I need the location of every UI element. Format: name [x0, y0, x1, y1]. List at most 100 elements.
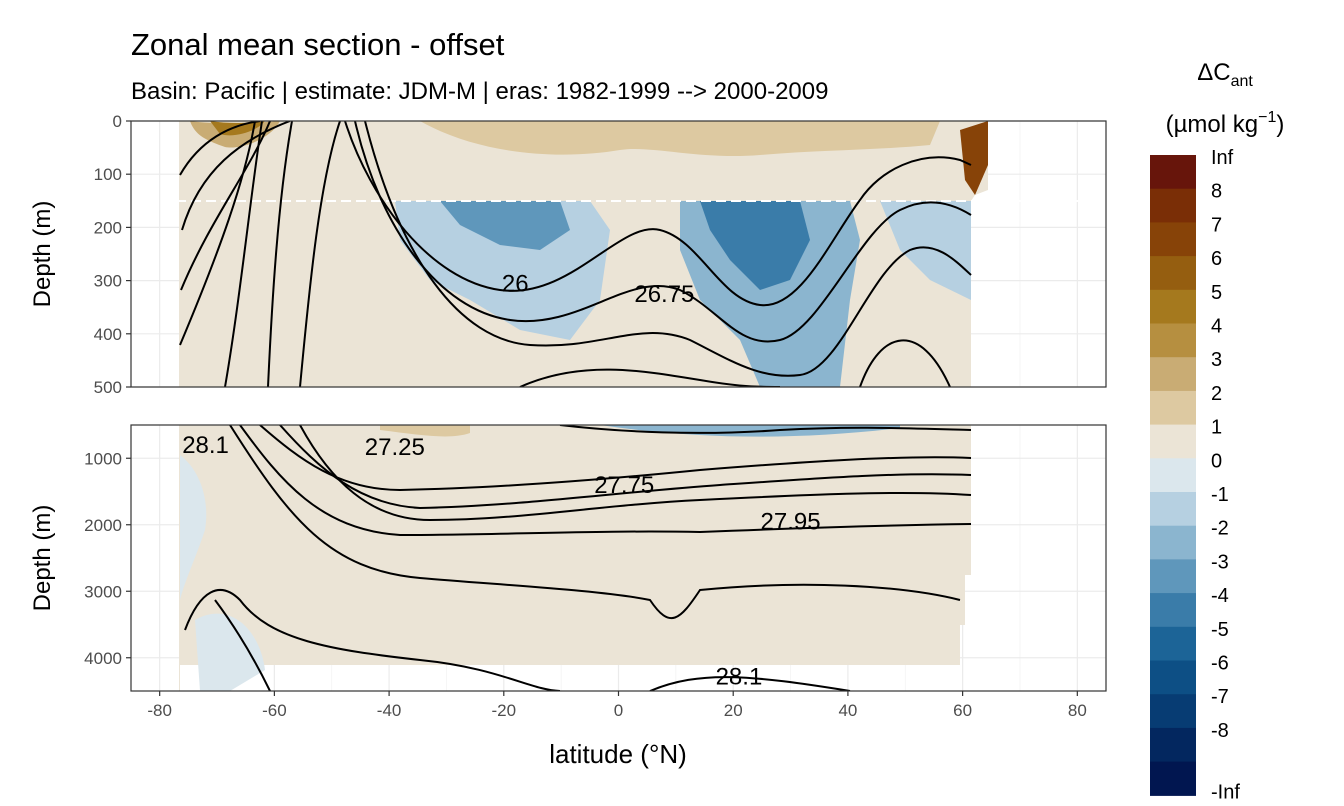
isopycnal-line	[229, 425, 961, 620]
x-tick-label: 80	[1068, 701, 1087, 720]
legend-swatch	[1150, 593, 1196, 628]
x-tick-label: -80	[147, 701, 172, 720]
isopycnal-line	[279, 425, 972, 510]
legend-break-label: 4	[1211, 316, 1222, 338]
legend-break-label: 0	[1211, 450, 1222, 472]
x-tick-label: 20	[724, 701, 743, 720]
legend-break-label: 6	[1211, 248, 1222, 270]
upper-panel-border	[130, 120, 1107, 388]
legend-break-label: -3	[1211, 551, 1229, 573]
contour-label: 27.75	[594, 472, 654, 499]
isopycnal-line	[364, 121, 972, 377]
isopycnal-line	[354, 121, 972, 343]
lower-y-axis-label: Depth (m)	[29, 505, 56, 612]
upper-negative-region-far-north	[880, 201, 971, 300]
legend-swatch	[1150, 289, 1196, 325]
y-tick-label: 200	[94, 218, 122, 237]
lower-panel-field	[179, 425, 972, 691]
contour-label: 28.1	[716, 663, 763, 690]
isopycnal-line	[184, 589, 561, 691]
legend-swatch	[1150, 727, 1196, 763]
legend-break-label: 5	[1211, 282, 1222, 304]
legend-break-label: -4	[1211, 585, 1229, 607]
contour-label: 28.1	[182, 432, 229, 459]
contour-label: 26	[502, 270, 529, 297]
legend-break-label: -2	[1211, 518, 1229, 540]
isopycnal-line	[344, 121, 972, 307]
legend-break-label: -1	[1211, 484, 1229, 506]
contour-label: 27.25	[365, 434, 425, 461]
contour-labels: 26 26.75 28.1 27.25 27.75 27.95 28.1	[182, 270, 820, 690]
upper-panel-field	[131, 121, 1106, 387]
legend-break-label: 8	[1211, 181, 1222, 203]
legend-break-label: -7	[1211, 686, 1229, 708]
isopycnal-line	[179, 121, 261, 176]
lower-negative-region-south	[180, 455, 207, 600]
x-tick-label: 0	[614, 701, 623, 720]
x-tick-label: -20	[492, 701, 517, 720]
upper-negative-core-north	[700, 201, 810, 290]
y-tick-label: 2000	[84, 516, 122, 535]
legend-break-label: 2	[1211, 383, 1222, 405]
legend-swatch	[1150, 390, 1196, 426]
lower-depth-panel	[130, 424, 1107, 692]
legend-break-label: -8	[1211, 720, 1229, 742]
chart-subtitle: Basin: Pacific | estimate: JDM-M | eras:…	[131, 78, 828, 105]
contour-label: 27.95	[761, 508, 821, 535]
legend-swatch	[1150, 424, 1196, 459]
legend-break-label: Inf	[1211, 147, 1234, 169]
legend-swatch	[1150, 222, 1196, 257]
legend-swatch	[1150, 525, 1196, 560]
lower-positive-patch	[380, 425, 470, 437]
y-tick-label: 300	[94, 272, 122, 291]
legend-swatch	[1150, 626, 1196, 662]
chart-title: Zonal mean section - offset	[131, 27, 505, 62]
legend-break-label: -6	[1211, 653, 1229, 675]
upper-depth-panel	[130, 120, 1107, 388]
isopycnal-line	[299, 425, 972, 522]
legend-break-label: -Inf	[1211, 781, 1240, 803]
y-tick-label: 500	[94, 378, 122, 397]
legend-swatch	[1150, 155, 1196, 190]
legend-swatch	[1150, 188, 1196, 223]
lower-negative-region-abyssal	[195, 613, 265, 691]
legend-break-label: 7	[1211, 214, 1222, 236]
y-tick-label: 1000	[84, 449, 122, 468]
isopycnal-line	[859, 339, 951, 387]
x-tick-label: -60	[262, 701, 287, 720]
north-positive-region	[960, 121, 988, 195]
y-tick-label: 400	[94, 325, 122, 344]
isopycnal-line	[180, 121, 271, 291]
y-tick-label: 3000	[84, 582, 122, 601]
lower-isopycnals	[184, 425, 972, 691]
legend-swatch	[1150, 458, 1196, 493]
y-tick-label: 0	[113, 112, 122, 131]
legend-swatch	[1150, 694, 1196, 729]
isopycnal-line	[214, 599, 271, 691]
legend-break-label: 3	[1211, 349, 1222, 371]
isopycnal-line	[559, 425, 972, 434]
isopycnal-line	[239, 425, 972, 537]
color-legend: ΔCant (µmol kg−1) Inf 8 7 6 5 4 3 2 1 0 -1 -2 -3 -4 -5…	[1150, 59, 1284, 803]
legend-swatch	[1150, 660, 1196, 695]
upper-negative-core-south	[440, 201, 570, 250]
legend-swatch	[1150, 761, 1196, 796]
isopycnal-line	[649, 676, 851, 691]
legend-swatch	[1150, 323, 1196, 358]
upper-shallow-positive	[420, 121, 940, 157]
isopycnal-line	[224, 121, 263, 387]
x-tick-label: 40	[838, 701, 857, 720]
x-tick-label: -40	[377, 701, 402, 720]
y-tick-label: 4000	[84, 649, 122, 668]
upper-isopycnals	[179, 121, 972, 387]
contour-label: 26.75	[634, 281, 694, 308]
legend-swatch	[1150, 559, 1196, 594]
x-axis-label: latitude (°N)	[549, 739, 687, 769]
isopycnal-line	[267, 121, 293, 387]
isopycnal-line	[299, 121, 341, 387]
lower-background-fill	[179, 425, 971, 691]
isopycnal-line	[179, 121, 256, 346]
isopycnal-line	[181, 121, 291, 231]
